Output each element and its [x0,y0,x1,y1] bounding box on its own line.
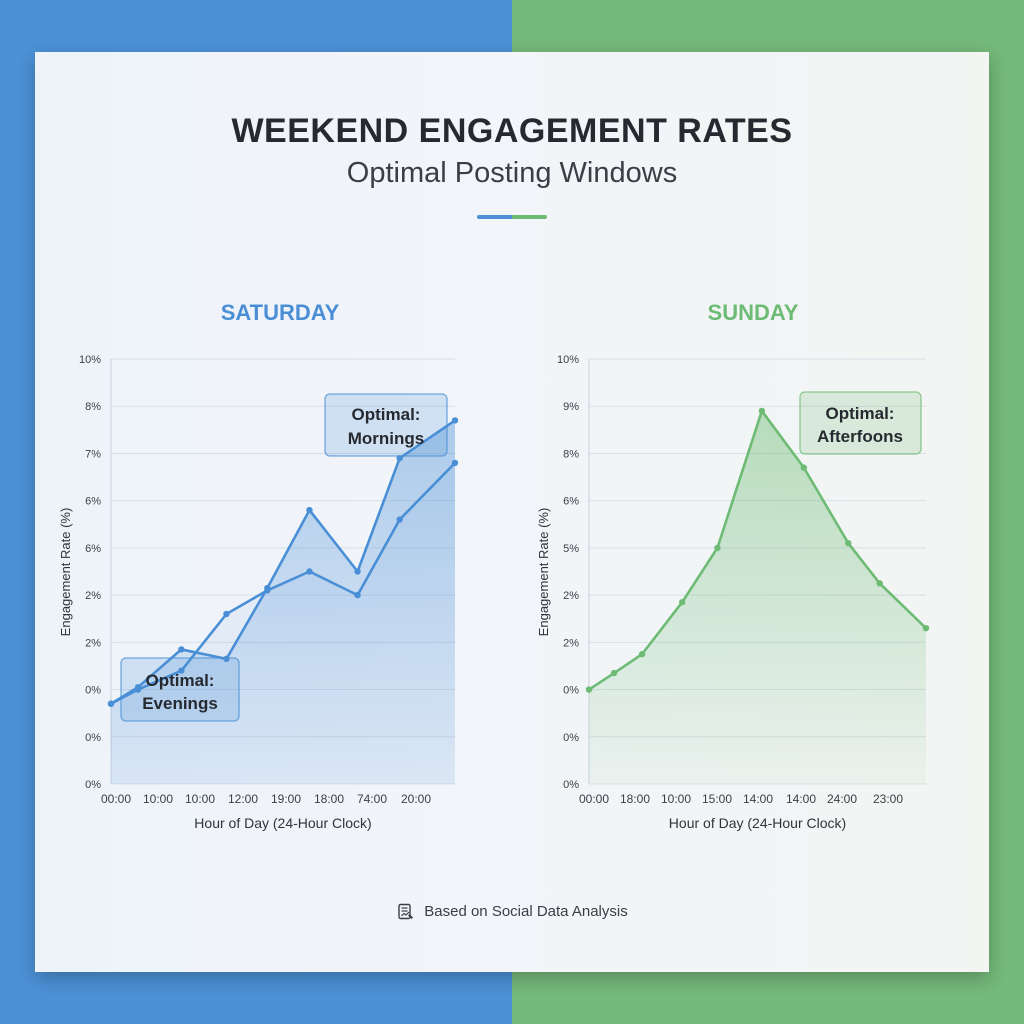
sunday-data-point [922,624,930,632]
saturday-annotation-box [324,393,448,457]
saturday-data-point [178,667,185,674]
saturday-x-axis-title: Hour of Day (24-Hour Clock) [194,815,371,831]
sunday-y-tick-label: 9% [563,401,579,413]
saturday-y-tick-label: 2% [85,590,101,602]
saturday-y-tick-label: 6% [85,543,101,555]
sunday-annotation-box [799,391,922,455]
document-chart-icon [396,902,416,922]
saturday-x-tick-label: 00:00 [101,792,131,806]
sunday-data-point [800,464,808,471]
saturday-panel-title: SATURDAY [221,300,340,325]
sunday-x-tick-label: 15:00 [702,792,732,806]
accent-bar-blue [477,215,512,219]
sunday-data-point [678,598,686,606]
sunday-y-tick-label: 10% [557,354,579,366]
sunday-y-tick-label: 6% [563,496,579,508]
sunday-panel-title: SUNDAY [708,300,799,325]
saturday-y-tick-label: 2% [85,637,101,649]
footer-text: Based on Social Data Analysis [424,902,628,920]
sunday-data-point [585,686,593,693]
sunday-x-tick-label: 24:00 [827,792,857,806]
sunday-annotation-label: Afterfoons [817,427,903,446]
saturday-y-tick-label: 6% [85,496,101,508]
saturday-annotation-label: Optimal: [146,671,215,690]
sunday-x-tick-label: 18:00 [620,792,650,806]
sunday-y-tick-label: 0% [563,685,579,697]
sunday-data-point [845,539,852,547]
sunday-x-tick-label: 23:00 [873,792,903,806]
saturday-y-axis-title: Engagement Rate (%) [58,508,73,637]
sunday-y-tick-label: 0% [563,779,579,791]
saturday-data-point [451,417,459,424]
footer: Based on Social Data Analysis [0,902,1024,922]
saturday-area-fill-secondary [111,462,455,784]
saturday-data-point [306,506,313,514]
sunday-x-tick-label: 00:00 [579,792,609,806]
sunday-y-tick-label: 0% [563,732,579,744]
page-subtitle: Optimal Posting Windows [346,157,678,189]
saturday-x-tick-label: 12:00 [228,792,258,806]
saturday-y-tick-label: 8% [85,401,101,413]
sunday-data-point [638,650,646,658]
saturday-x-tick-label: 10:00 [143,792,173,806]
sunday-x-tick-label: 14:00 [786,792,816,806]
saturday-x-tick-label: 18:00 [314,792,344,806]
accent-bar-green [512,215,547,219]
sunday-data-point [610,669,618,677]
saturday-data-point [134,686,142,693]
saturday-data-point [306,568,313,575]
saturday-data-point [354,568,361,575]
sunday-annotation-label: Optimal: [826,404,895,423]
sunday-area-fill [589,410,926,784]
saturday-data-point [223,655,230,663]
saturday-y-tick-label: 0% [85,779,101,791]
saturday-x-tick-label: 20:00 [401,792,431,806]
saturday-data-point [396,516,403,523]
saturday-annotation-label: Evenings [142,694,218,713]
sunday-y-axis-title: Engagement Rate (%) [536,508,551,637]
sunday-series-line-1 [587,409,928,691]
saturday-annotation-box [120,657,240,722]
saturday-x-tick-label: 74:00 [357,792,387,806]
saturday-x-tick-label: 10:00 [185,792,215,806]
saturday-y-tick-label: 10% [79,354,101,366]
sunday-data-point [714,544,721,552]
sunday-y-tick-label: 2% [563,637,579,649]
saturday-data-point [107,700,115,707]
page-title: WEEKEND ENGAGEMENT RATES [231,112,793,150]
saturday-annotation-label: Mornings [348,429,425,448]
sunday-y-tick-label: 5% [563,543,579,555]
saturday-y-tick-label: 7% [85,448,101,460]
saturday-y-tick-label: 0% [85,685,101,697]
saturday-x-tick-label: 19:00 [271,792,301,806]
sunday-y-tick-label: 2% [563,590,579,602]
sunday-x-axis-title: Hour of Day (24-Hour Clock) [669,815,846,831]
saturday-data-point [178,646,185,653]
saturday-annotation-label: Optimal: [352,405,421,424]
sunday-y-tick-label: 8% [563,448,579,460]
sunday-data-point [758,407,766,415]
saturday-data-point [354,591,361,599]
saturday-y-tick-label: 0% [85,732,101,744]
sunday-data-point [876,580,883,587]
sunday-x-tick-label: 14:00 [743,792,773,806]
saturday-data-point [223,610,230,618]
saturday-data-point [451,459,459,467]
saturday-data-point [264,587,271,594]
sunday-x-tick-label: 10:00 [661,792,691,806]
saturday-area-fill [111,420,455,784]
